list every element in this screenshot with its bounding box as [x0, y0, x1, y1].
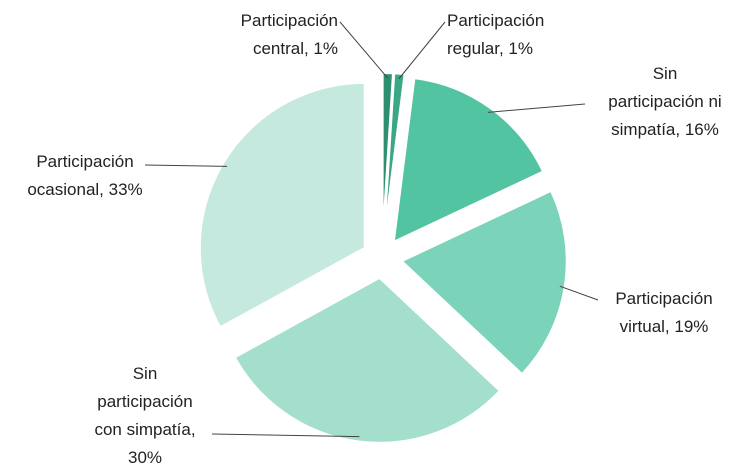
- label-line: ocasional, 33%: [27, 180, 142, 199]
- label-line: central, 1%: [253, 39, 338, 58]
- leader-line: [339, 21, 389, 79]
- pie-slice: [198, 81, 366, 329]
- leader-line: [559, 285, 599, 301]
- label-line: simpatía, 16%: [611, 120, 719, 139]
- data-label: Participación virtual, 19%: [615, 289, 712, 336]
- label-line: participación ni: [608, 92, 721, 111]
- label-line: virtual, 19%: [620, 317, 709, 336]
- label-line: Sin: [653, 64, 678, 83]
- label-line: Sin: [133, 364, 158, 383]
- data-label: Participación ocasional, 33%: [27, 152, 142, 199]
- label-line: 30%: [128, 448, 162, 467]
- label-line: con simpatía,: [94, 420, 195, 439]
- pie-slice: [399, 189, 568, 376]
- label-line: regular, 1%: [447, 39, 533, 58]
- data-label: Sin participación ni simpatía, 16%: [608, 64, 721, 139]
- label-line: Participación: [615, 289, 712, 308]
- pie-slice: [381, 72, 395, 239]
- pie-slice: [233, 276, 502, 444]
- leader-line: [487, 103, 586, 113]
- data-label: Participación central, 1%: [241, 11, 338, 58]
- data-label: Participación regular, 1%: [447, 11, 544, 58]
- leader-line: [144, 164, 228, 167]
- label-line: Participación: [36, 152, 133, 171]
- label-line: Participación: [241, 11, 338, 30]
- leader-line: [398, 21, 446, 80]
- label-line: participación: [97, 392, 192, 411]
- label-line: Participación: [447, 11, 544, 30]
- leader-line: [211, 433, 360, 438]
- pie-slice: [392, 77, 545, 244]
- data-label: Sin participación con simpatía, 30%: [94, 364, 195, 467]
- pie-slice: [382, 72, 406, 239]
